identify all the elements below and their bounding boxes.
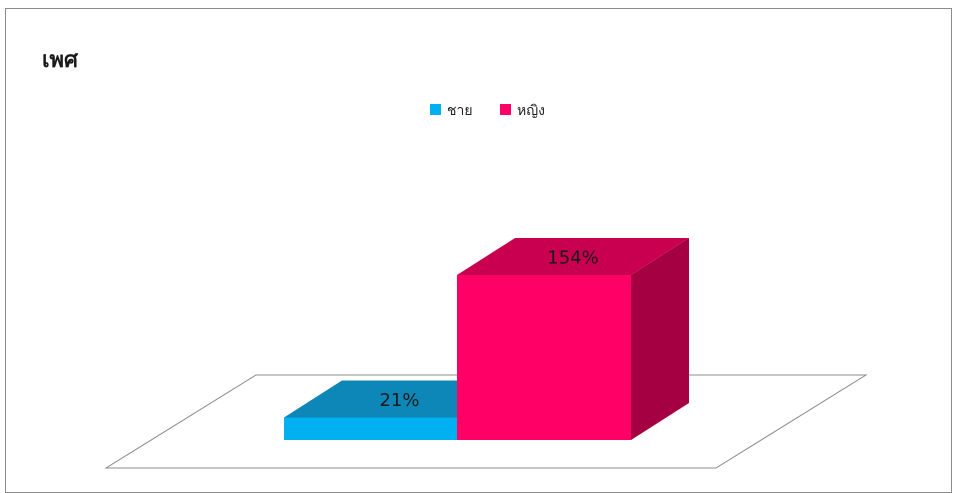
bar-male — [284, 417, 457, 440]
bar-female-top — [457, 238, 689, 275]
legend-swatch-female — [500, 104, 511, 115]
bar-female — [457, 275, 631, 440]
bars-group: 21% 154% — [284, 238, 689, 440]
legend-label-male: ชาย — [447, 103, 473, 119]
legend: ชาย หญิง — [430, 103, 545, 119]
chart-title: เพศ — [42, 48, 79, 73]
bar-female-side — [631, 238, 689, 440]
legend-swatch-male — [430, 104, 441, 115]
value-label-female: 154% — [547, 248, 598, 269]
value-label-male: 21% — [379, 390, 419, 411]
legend-label-female: หญิง — [517, 103, 545, 119]
